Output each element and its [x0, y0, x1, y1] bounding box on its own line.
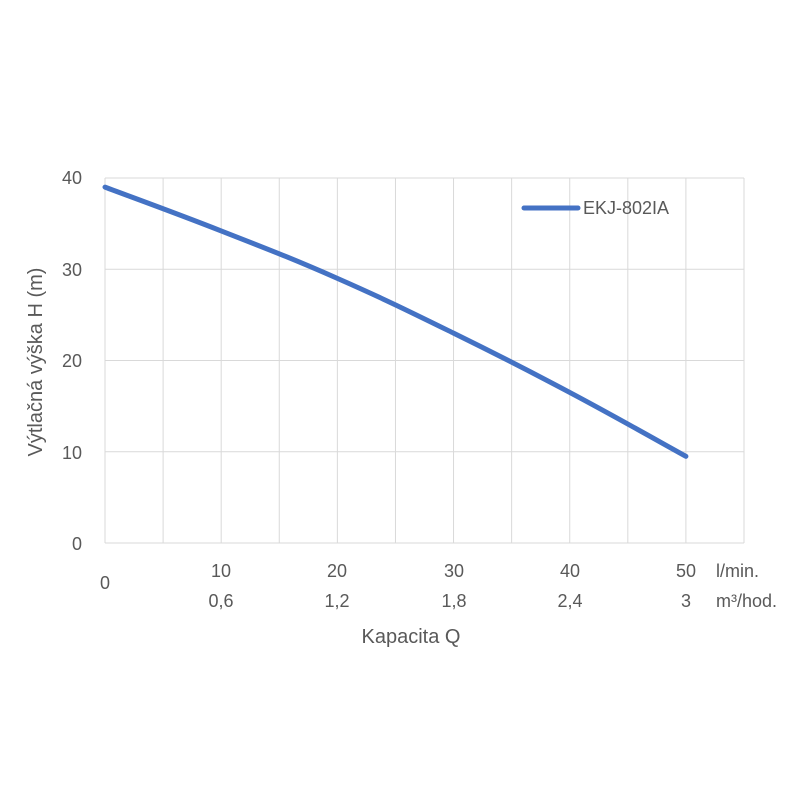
y-axis-title: Výtlačná výška H (m) — [25, 268, 47, 457]
x-tick-label: 30 — [444, 561, 464, 581]
y-axis-ticks: 0 10 20 30 40 — [62, 168, 82, 554]
grid — [104, 177, 745, 544]
x-axis-title: Kapacita Q — [362, 626, 461, 648]
x-axis-ticks: 0 10 20 30 40 50 0,6 1,2 1,8 2,4 3 l/min… — [100, 561, 777, 611]
x-tick-secondary-label: 2,4 — [557, 591, 582, 611]
x-tick-secondary-label: 0,6 — [208, 591, 233, 611]
y-tick-label: 10 — [62, 443, 82, 463]
y-tick-label: 20 — [62, 351, 82, 371]
x-tick-label: 10 — [211, 561, 231, 581]
x-unit-primary: l/min. — [716, 561, 759, 581]
y-tick-label: 40 — [62, 168, 82, 188]
x-tick-secondary-label: 3 — [681, 591, 691, 611]
x-tick-secondary-label: 1,8 — [441, 591, 466, 611]
legend-label: EKJ-802IA — [583, 198, 669, 218]
x-tick-label: 50 — [676, 561, 696, 581]
y-tick-label: 30 — [62, 260, 82, 280]
legend: EKJ-802IA — [521, 198, 669, 218]
x-tick-label: 20 — [327, 561, 347, 581]
series-layer — [102, 184, 689, 459]
series-line — [102, 184, 689, 459]
x-tick-secondary-label: 1,2 — [324, 591, 349, 611]
x-tick-label: 0 — [100, 573, 110, 593]
y-tick-label: 0 — [72, 534, 82, 554]
x-unit-secondary: m³/hod. — [716, 591, 777, 611]
x-tick-label: 40 — [560, 561, 580, 581]
